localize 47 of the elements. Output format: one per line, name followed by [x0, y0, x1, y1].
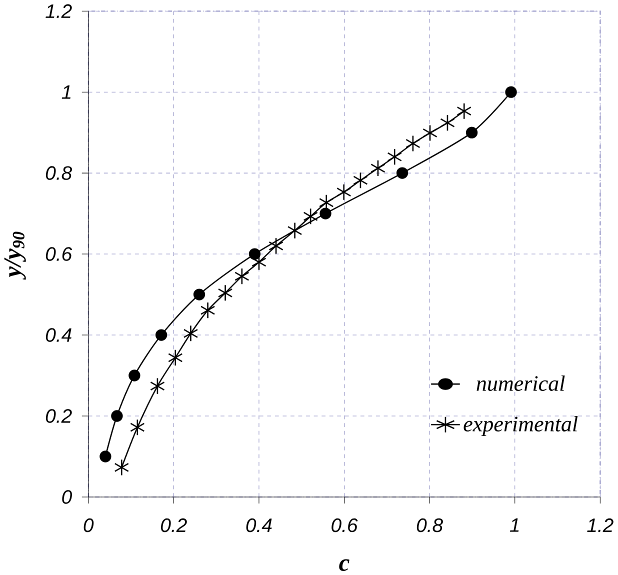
point: [168, 349, 183, 366]
x-tick-label: 1.2: [587, 518, 614, 532]
x-tick-label: 0.4: [246, 518, 272, 532]
point: [440, 114, 455, 132]
point: [155, 329, 168, 341]
point: [422, 124, 438, 142]
point: [396, 167, 408, 179]
y-tick-label: 0.6: [46, 246, 72, 261]
point: [200, 302, 216, 319]
x-tick-label: 0: [84, 518, 94, 532]
y-tick-label: 0: [62, 490, 72, 504]
point: [234, 268, 250, 285]
x-tick-label: 1: [510, 518, 519, 532]
point: [287, 222, 302, 239]
x-tick-label: 0.6: [332, 518, 358, 532]
legend-label: experimental: [464, 416, 578, 436]
point: [456, 102, 472, 120]
point: [505, 86, 517, 98]
point: [183, 324, 198, 342]
point: [336, 183, 352, 200]
y-tick-label: 0.4: [46, 328, 72, 342]
point: [387, 148, 402, 166]
x-tick-label: 0.2: [161, 518, 187, 532]
y-tick-label: 0.8: [46, 166, 72, 180]
y-axis-title: y/y$_{90}$: [4, 232, 26, 280]
y-tick-label: 0.2: [46, 408, 72, 423]
point: [466, 126, 478, 138]
point: [370, 160, 386, 176]
point: [100, 450, 112, 462]
point: [303, 208, 318, 225]
legend-label: numerical: [476, 375, 565, 391]
point: [353, 172, 368, 189]
x-axis-title: c: [339, 559, 350, 571]
point: [218, 284, 233, 302]
point: [320, 208, 332, 220]
point: [150, 377, 165, 394]
point: [406, 134, 420, 152]
point: [130, 418, 145, 436]
point: [193, 288, 206, 300]
point: [248, 248, 261, 260]
point: [111, 410, 123, 422]
point: [268, 237, 284, 254]
x-tick-label: 0.8: [416, 518, 443, 532]
point: [114, 458, 130, 476]
y-tick-label: 1.2: [46, 4, 72, 18]
point: [128, 370, 140, 382]
y-tick-label: 1: [62, 85, 70, 99]
